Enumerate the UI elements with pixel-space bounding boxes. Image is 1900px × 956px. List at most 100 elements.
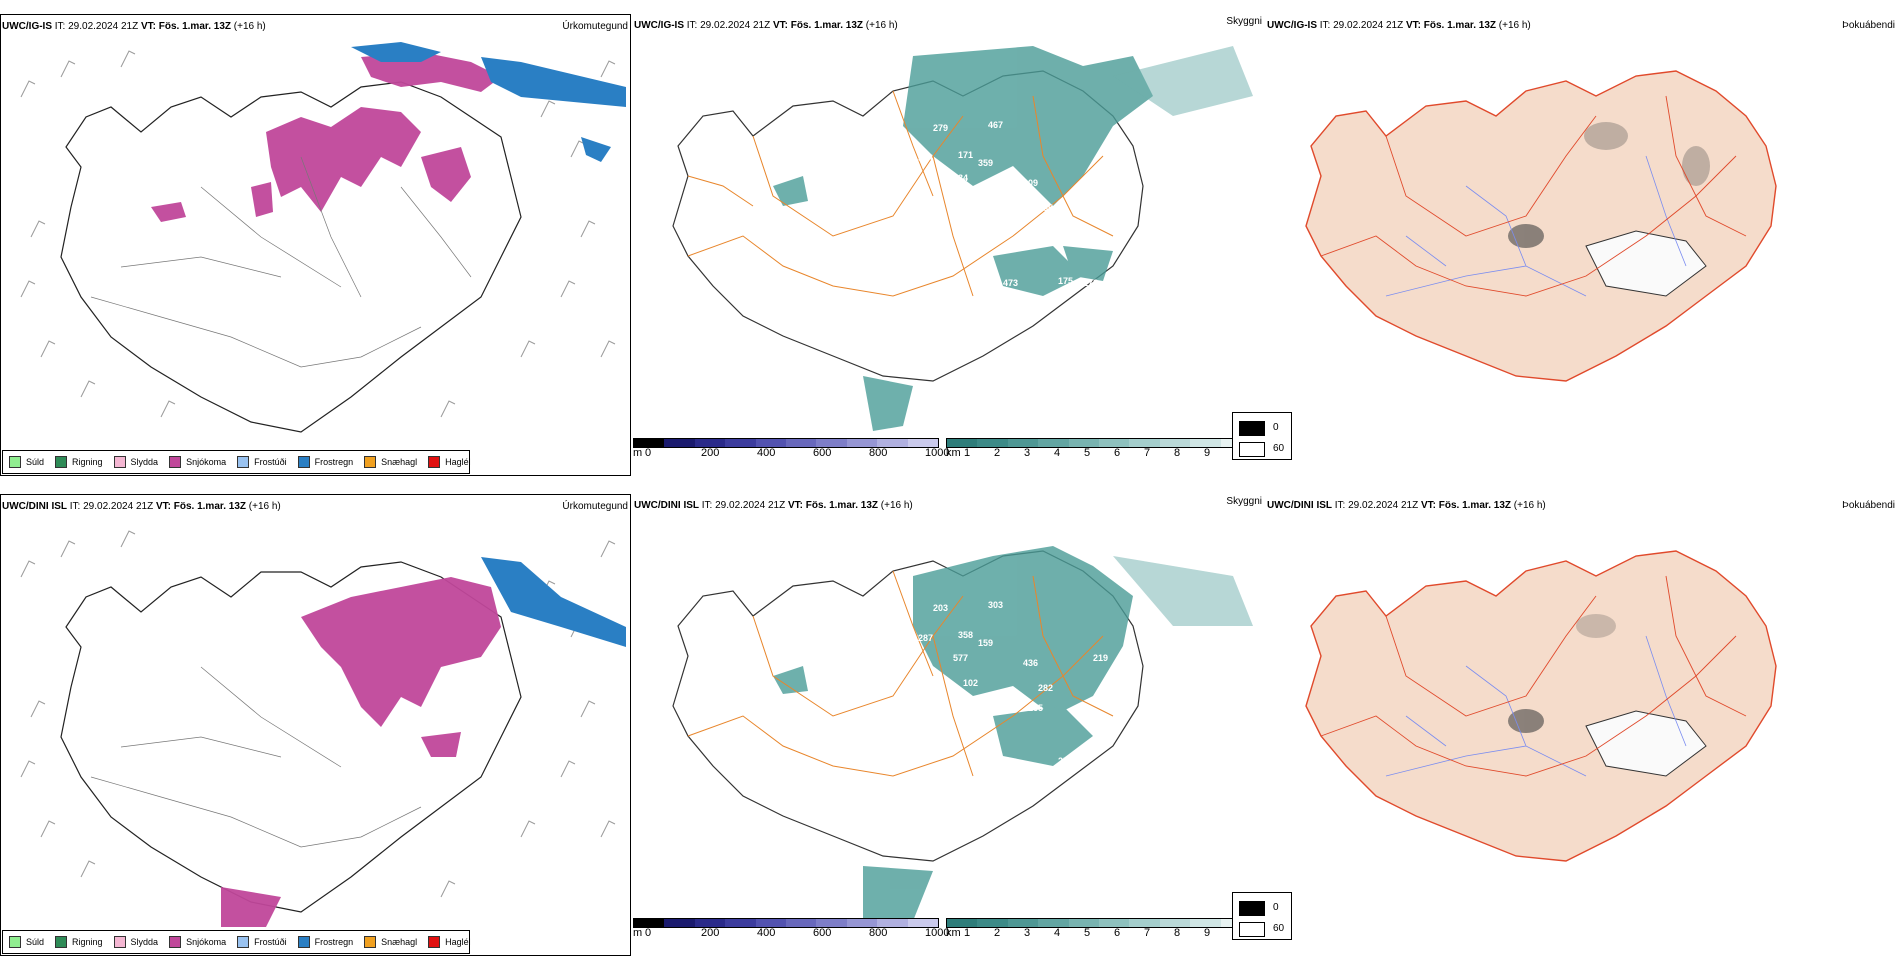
legend-item: Haglél bbox=[428, 456, 471, 468]
scale-color-step bbox=[977, 439, 1008, 447]
fog-panel-row2: UWC/DINI ISL IT: 29.02.2024 21Z VT: Fös.… bbox=[1232, 494, 1897, 956]
fog-index-dark bbox=[1508, 122, 1710, 248]
cloud-base-labels: 203 303 287 358 159 577 102 436 219 198 282 165 913 2… bbox=[863, 600, 1128, 768]
cloud-base-value: 345 bbox=[1093, 173, 1108, 183]
legend-label: Snjókoma bbox=[186, 457, 227, 467]
scale-color-step bbox=[725, 439, 756, 447]
legend-item: Slydda bbox=[113, 936, 158, 948]
fog-legend-swatch bbox=[1239, 901, 1265, 916]
precip-type-legend: Súld Rigning Slydda Snjókoma Frostúði Frostre… bbox=[2, 930, 471, 954]
cloud-base-value: 467 bbox=[988, 120, 1003, 130]
cloud-base-value: 577 bbox=[953, 653, 968, 663]
fog-legend-value: 0 bbox=[1273, 902, 1279, 913]
wind-barbs bbox=[20, 50, 616, 418]
cloud-base-value: 358 bbox=[958, 630, 973, 640]
scale-color-step bbox=[1099, 919, 1130, 927]
scale-tick-label: 0 bbox=[645, 447, 652, 459]
scale-tick-label: 5 bbox=[1084, 447, 1091, 459]
cloud-panel-row1: UWC/IG-IS IT: 29.02.2024 21Z VT: Fös. 1.… bbox=[633, 14, 1264, 476]
scale-color-step bbox=[1129, 919, 1160, 927]
legend-swatch bbox=[428, 936, 441, 948]
cloud-base-value: 175 bbox=[1058, 276, 1073, 286]
scale-tick-label: 9 bbox=[1204, 447, 1211, 459]
scale-color-step bbox=[694, 919, 726, 927]
scale-color-step bbox=[1099, 439, 1130, 447]
legend-item: Frostregn bbox=[297, 936, 353, 948]
scale-color-step bbox=[634, 919, 665, 927]
legend-swatch bbox=[169, 456, 182, 468]
cloud-base-value: 213 bbox=[938, 730, 953, 740]
scale-color-step bbox=[725, 919, 756, 927]
cloud-base-value: 436 bbox=[1023, 658, 1038, 668]
scale-tick-label: 2 bbox=[994, 447, 1001, 459]
iceland-precip-map bbox=[20, 42, 626, 433]
scale-tick-label: 8 bbox=[1174, 927, 1181, 939]
scale-tick-label: 1 bbox=[964, 927, 971, 939]
scale-color-step bbox=[664, 439, 695, 447]
panel-title: Þokuábendi bbox=[1842, 500, 1895, 511]
panel-header: UWC/IG-IS IT: 29.02.2024 21Z VT: Fös. 1.… bbox=[2, 21, 266, 32]
cloud-base-value: 209 bbox=[1023, 178, 1038, 188]
legend-swatch bbox=[364, 936, 377, 948]
scale-color-step bbox=[1159, 439, 1191, 447]
fog-legend: 0 60 bbox=[1232, 412, 1292, 460]
scale-tick-label: 7 bbox=[1144, 927, 1151, 939]
legend-item: Súld bbox=[9, 456, 44, 468]
legend-swatch bbox=[9, 456, 21, 468]
iceland-cloud-visibility-map: 279 467 504 171 359 234 229 209 345 117 165 185 350 1… bbox=[672, 46, 1253, 431]
scale-color-step bbox=[1007, 439, 1039, 447]
scale-tick-label: 4 bbox=[1054, 927, 1061, 939]
legend-swatch bbox=[364, 456, 377, 468]
panel-title: Úrkomutegund bbox=[562, 21, 628, 32]
legend-item: Haglél bbox=[428, 936, 471, 948]
legend-label: Haglél bbox=[445, 937, 471, 947]
scale-tick-label: 200 bbox=[701, 927, 720, 939]
scale-colorbar bbox=[633, 918, 939, 928]
cloud-base-value: 262 bbox=[1003, 758, 1018, 768]
scale-tick-label: 400 bbox=[757, 927, 776, 939]
fog-legend-swatch bbox=[1239, 922, 1265, 937]
scale-color-step bbox=[1068, 919, 1100, 927]
scale-unit: km bbox=[946, 447, 961, 459]
legend-item: Snjókoma bbox=[169, 936, 226, 948]
legend-swatch bbox=[55, 936, 68, 948]
cloud-base-value: 203 bbox=[933, 603, 948, 613]
legend-swatch bbox=[237, 936, 250, 948]
cloud-panel-row2: UWC/DINI ISL IT: 29.02.2024 21Z VT: Fös.… bbox=[633, 494, 1264, 956]
panel-header: UWC/DINI ISL IT: 29.02.2024 21Z VT: Fös.… bbox=[2, 501, 281, 512]
snowfall-areas bbox=[151, 52, 501, 222]
legend-swatch bbox=[55, 456, 68, 468]
scale-tick-label: 800 bbox=[869, 447, 888, 459]
scale-color-step bbox=[877, 439, 908, 447]
legend-swatch bbox=[9, 936, 21, 948]
legend-swatch bbox=[113, 936, 126, 948]
scale-tick-label: 800 bbox=[869, 927, 888, 939]
legend-label: Frostúði bbox=[254, 457, 287, 467]
fog-panel-row1: UWC/IG-IS IT: 29.02.2024 21Z VT: Fös. 1.… bbox=[1232, 14, 1897, 476]
cloud-base-value: 185 bbox=[1028, 223, 1043, 233]
scale-color-step bbox=[1129, 439, 1160, 447]
cloud-base-value: 178 bbox=[1083, 278, 1098, 288]
roads bbox=[1320, 95, 1747, 297]
cloud-base-value: 102 bbox=[963, 678, 978, 688]
scale-color-step bbox=[816, 439, 847, 447]
fog-legend-swatch bbox=[1239, 421, 1265, 436]
panel-title: Skyggni bbox=[1226, 496, 1262, 507]
cloud-base-value: 359 bbox=[978, 158, 993, 168]
scale-color-step bbox=[977, 919, 1008, 927]
scale-color-step bbox=[846, 439, 878, 447]
legend-label: Snæhagl bbox=[381, 457, 418, 467]
scale-color-step bbox=[1068, 439, 1100, 447]
scale-tick-label: 4 bbox=[1054, 447, 1061, 459]
scale-tick-label: 1000 bbox=[925, 927, 950, 939]
scale-tick-label: 200 bbox=[701, 447, 720, 459]
scale-tick-label: 5 bbox=[1084, 927, 1091, 939]
cloud-base-value: 165 bbox=[1038, 203, 1053, 213]
legend-item: Rigning bbox=[55, 456, 103, 468]
panel-header: UWC/IG-IS IT: 29.02.2024 21Z VT: Fös. 1.… bbox=[1267, 20, 1531, 31]
cloud-base-value: 165 bbox=[1028, 703, 1043, 713]
legend-label: Snæhagl bbox=[381, 937, 418, 947]
scale-color-step bbox=[786, 439, 817, 447]
model-name: UWC/IG-IS bbox=[2, 21, 52, 32]
cloud-base-value: 229 bbox=[963, 198, 978, 208]
